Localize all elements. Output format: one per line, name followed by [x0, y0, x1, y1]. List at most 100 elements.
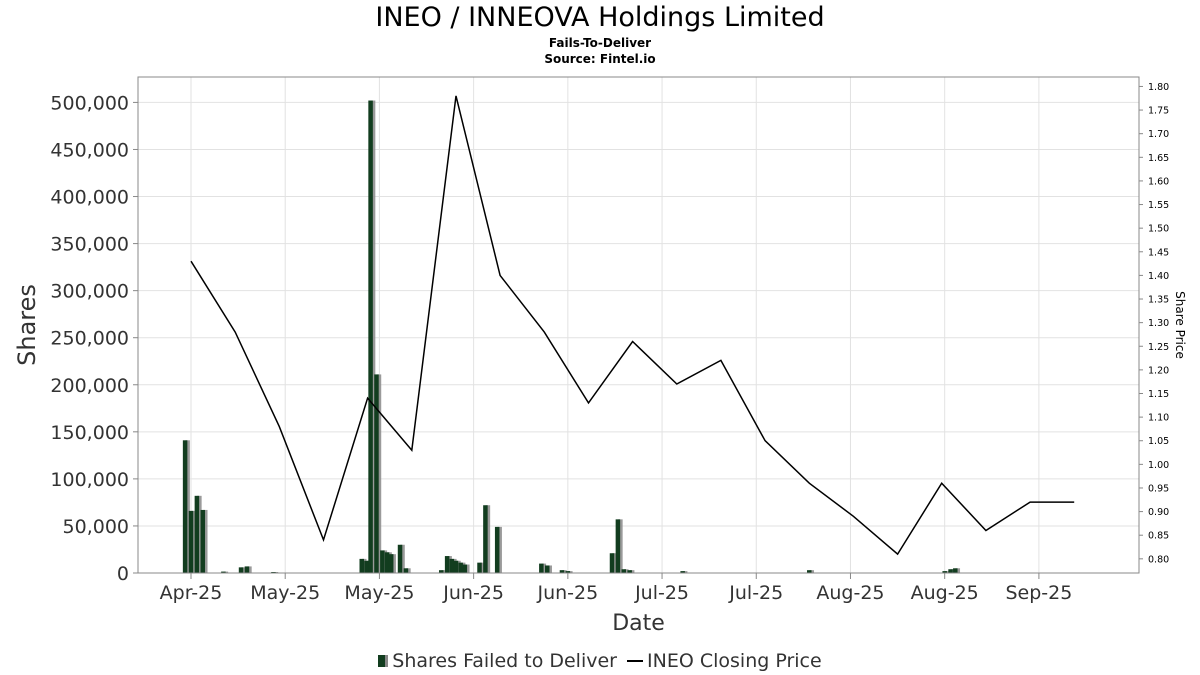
chart-source: Source: Fintel.io	[544, 52, 656, 66]
ftd-bar	[364, 560, 369, 573]
y2-tick-label: 1.60	[1148, 176, 1169, 187]
y-tick-label: 100,000	[50, 469, 129, 491]
ftd-bar	[182, 440, 188, 573]
ftd-bar	[453, 560, 459, 573]
ftd-bar	[458, 562, 463, 573]
ftd-bar	[559, 570, 565, 573]
y-tick-label: 250,000	[50, 328, 129, 350]
y2-tick-label: 1.55	[1148, 200, 1169, 211]
bar-shadow	[618, 519, 623, 573]
bar-shadow	[223, 571, 229, 573]
ftd-bar	[221, 571, 226, 573]
y2-tick-label: 1.65	[1148, 153, 1169, 164]
ftd-bar	[462, 564, 468, 573]
bar-shadow	[400, 544, 405, 573]
ftd-bar	[449, 558, 455, 573]
legend-item-price: INEO Closing Price	[623, 649, 822, 673]
ftd-bar	[942, 571, 947, 573]
y2-tick-label: 1.45	[1148, 247, 1169, 258]
y2-axis-label: Share Price	[1173, 291, 1187, 359]
y2-tick-label: 1.40	[1148, 271, 1169, 282]
y2-tick-label: 1.35	[1148, 295, 1169, 306]
y-tick-label: 450,000	[50, 139, 129, 161]
bar-shadow	[955, 568, 961, 573]
x-tick-label: Jul-25	[634, 582, 689, 604]
legend-item-shares: Shares Failed to Deliver	[378, 649, 617, 673]
y-tick-label: 200,000	[50, 375, 129, 397]
ftd-bar	[244, 566, 250, 573]
bar-shadow	[441, 570, 446, 573]
bar-shadow	[247, 566, 252, 573]
ftd-bar	[188, 510, 194, 573]
ftd-bar	[380, 550, 385, 573]
y2-tick-label: 1.25	[1148, 342, 1169, 353]
line-layer	[190, 95, 1075, 556]
ftd-bar	[200, 509, 206, 573]
x-axis-label: Date	[612, 611, 665, 636]
bar-shadow	[376, 374, 382, 573]
y2-tick-label: 1.80	[1148, 82, 1169, 93]
y-tick-label: 350,000	[50, 234, 129, 256]
chart-subtitle: Fails-To-Deliver	[548, 36, 652, 50]
bar-shadow	[485, 505, 491, 573]
x-tick-label: Sep-25	[1005, 582, 1072, 604]
grid-layer	[138, 77, 1139, 574]
bar-shadow	[562, 570, 567, 573]
x-tick-label: Apr-25	[160, 582, 223, 604]
ftd-bar	[627, 570, 632, 573]
bar-shadow	[809, 570, 815, 573]
ftd-bar	[565, 571, 571, 573]
bar-shadow	[391, 554, 396, 573]
ftd-bar	[438, 570, 444, 573]
x-tick-label: Jun-25	[442, 582, 504, 604]
y2-tick-label: 1.75	[1148, 106, 1169, 117]
price-line	[190, 95, 1075, 556]
bar-shadow	[624, 569, 629, 573]
bar-shadow	[547, 565, 552, 573]
x-tick-label: May-25	[250, 582, 320, 604]
x-tick-label: Jun-25	[536, 582, 598, 604]
bar-shadow	[682, 571, 688, 573]
chart-legend: Shares Failed to Deliver INEO Closing Pr…	[0, 648, 1200, 673]
x-tick-label: Aug-25	[816, 582, 884, 604]
y2-tick-label: 1.00	[1148, 460, 1169, 471]
bar-shadow	[568, 571, 573, 573]
x-tick-label: May-25	[344, 582, 414, 604]
y2-tick-label: 1.30	[1148, 318, 1169, 329]
bar-shadow	[465, 564, 470, 573]
ftd-bar	[403, 568, 409, 573]
y2-tick-label: 0.95	[1148, 483, 1169, 494]
ftd-bar	[368, 100, 373, 573]
legend-bar-swatch	[378, 655, 389, 667]
bar-shadow	[197, 495, 202, 573]
legend-label-price: INEO Closing Price	[647, 649, 822, 672]
y2-tick-label: 0.90	[1148, 507, 1169, 518]
bar-shadow	[241, 567, 246, 573]
bar-shadow	[497, 526, 502, 573]
y-tick-label: 400,000	[50, 187, 129, 209]
x-tick-label: Jul-25	[728, 582, 783, 604]
axis-layer: 0 50,000 100,000 150,000 200,000 250,000 300,0…	[13, 76, 1187, 636]
bar-shadow	[612, 553, 617, 573]
bar-shadow	[629, 570, 635, 573]
ftd-bar	[544, 565, 550, 573]
ftd-bar	[384, 552, 390, 573]
bar-layer	[182, 100, 961, 573]
legend-line-swatch	[627, 660, 644, 662]
y-axis-label: Shares	[13, 284, 41, 366]
ftd-bar	[238, 567, 244, 573]
y-tick-label: 300,000	[50, 281, 129, 303]
bar-shadow	[191, 510, 196, 573]
y-tick-label: 500,000	[50, 92, 129, 114]
y2-tick-label: 0.85	[1148, 531, 1169, 542]
bar-shadow	[406, 568, 411, 573]
y2-tick-label: 1.15	[1148, 389, 1169, 400]
ftd-bar	[807, 570, 812, 573]
ftd-bar	[397, 544, 403, 573]
y2-tick-label: 1.50	[1148, 224, 1169, 235]
bar-shadow	[541, 563, 547, 573]
y2-tick-label: 0.80	[1148, 554, 1169, 565]
ftd-bar	[953, 568, 958, 573]
ftd-bar	[621, 569, 627, 573]
